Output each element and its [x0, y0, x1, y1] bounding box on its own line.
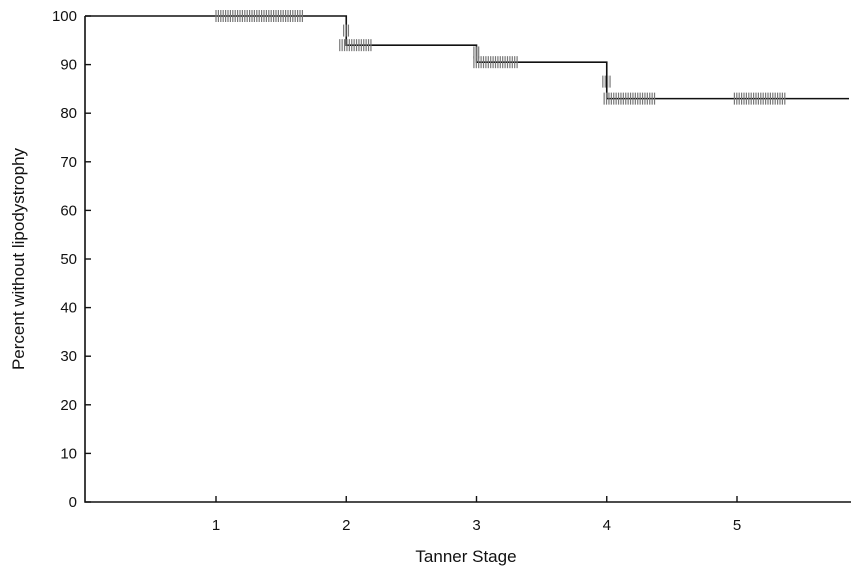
y-tick-label: 0 [69, 494, 77, 511]
censor-marks [215, 10, 786, 105]
y-tick-label: 20 [60, 397, 77, 414]
x-tick-label: 3 [472, 517, 480, 534]
censor-mark-group [473, 46, 480, 59]
x-axis-title: Tanner Stage [415, 547, 516, 566]
axes [84, 16, 851, 503]
y-axis-title: Percent without lipodystrophy [9, 147, 28, 370]
x-tick-label: 2 [342, 517, 350, 534]
censor-mark-group [733, 92, 786, 105]
y-tick-label: 70 [60, 154, 77, 171]
y-axis-ticks: 0 10 20 30 40 50 60 70 80 90 100 [52, 8, 91, 511]
y-tick-label: 100 [52, 8, 77, 25]
y-tick-label: 80 [60, 105, 77, 122]
x-tick-label: 5 [733, 517, 741, 534]
x-axis-ticks: 1 2 3 4 5 [212, 496, 741, 534]
censor-mark-group [215, 10, 303, 22]
censor-mark-group [603, 92, 656, 105]
survival-step-line [85, 15, 849, 100]
x-tick-label: 4 [603, 517, 611, 534]
censor-mark-group [339, 39, 372, 52]
y-tick-label: 10 [60, 445, 77, 462]
censor-mark-group [602, 75, 611, 88]
censor-mark-group [343, 24, 350, 37]
y-tick-label: 90 [60, 57, 77, 74]
x-tick-label: 1 [212, 517, 220, 534]
y-tick-label: 30 [60, 348, 77, 365]
y-tick-label: 60 [60, 202, 77, 219]
y-tick-label: 40 [60, 300, 77, 317]
y-tick-label: 50 [60, 251, 77, 268]
